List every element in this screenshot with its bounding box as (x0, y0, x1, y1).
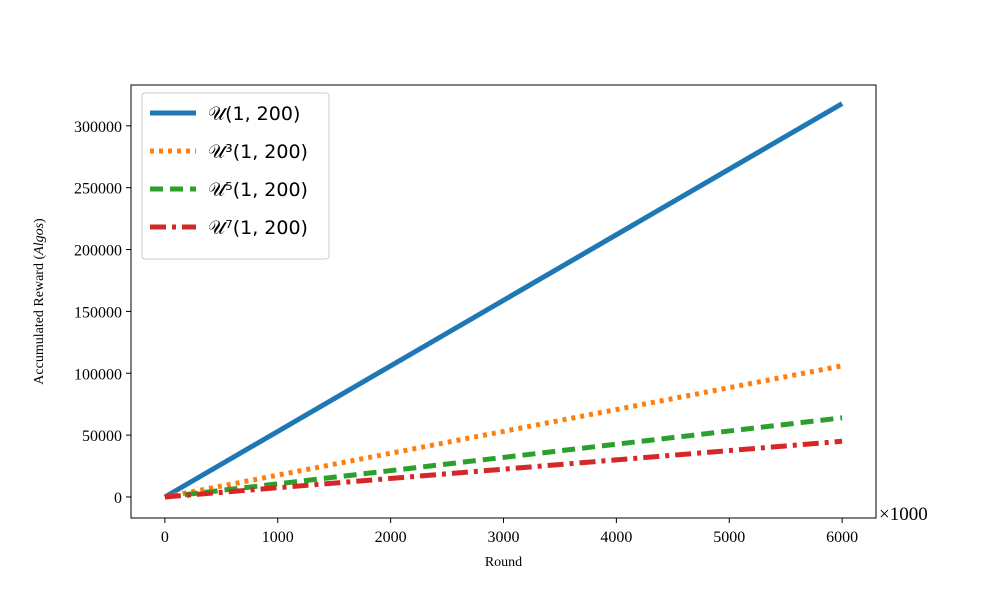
y-tick-label: 300000 (74, 119, 122, 136)
series-lines (163, 101, 844, 500)
y-tick-label: 250000 (74, 181, 122, 198)
y-axis-title: Accumulated Reward (Algos) (32, 218, 47, 385)
series-line-3 (164, 415, 843, 500)
x-tick-label: 3000 (488, 529, 520, 546)
y-tick-label: 50000 (82, 428, 122, 445)
legend: 𝒰(1, 200) 𝒰³(1, 200) 𝒰⁵(1, 200) 𝒰⁷(1, 200) (141, 92, 330, 260)
x-tick-label: 0 (161, 529, 169, 546)
x-tick-label: 4000 (600, 529, 632, 546)
x-tick-label: 2000 (375, 529, 407, 546)
x-tick-label: 5000 (713, 529, 745, 546)
y-tick-label: 150000 (74, 304, 122, 321)
x-axis-multiplier: ×1000 (879, 504, 928, 525)
legend-box (141, 92, 330, 260)
y-tick-label: 100000 (74, 366, 122, 383)
y-tick-label: 0 (114, 490, 122, 507)
series-line-2 (164, 363, 843, 500)
y-tick-label: 200000 (74, 243, 122, 260)
legend-label-4: 𝒰⁷(1, 200) (208, 217, 308, 239)
y-axis-ticks: 0 50000 100000 150000 200000 250000 300000 (74, 119, 131, 507)
legend-label-2: 𝒰³(1, 200) (208, 141, 308, 163)
series-line-4 (164, 438, 843, 500)
legend-label-3: 𝒰⁵(1, 200) (208, 179, 308, 201)
x-axis-title: Round (485, 555, 522, 570)
x-tick-label: 6000 (826, 529, 858, 546)
series-line-1 (163, 101, 844, 500)
x-axis-ticks: 0 1000 2000 3000 4000 5000 6000 (161, 518, 858, 546)
legend-label-1: 𝒰(1, 200) (208, 103, 300, 125)
x-tick-label: 1000 (262, 529, 294, 546)
